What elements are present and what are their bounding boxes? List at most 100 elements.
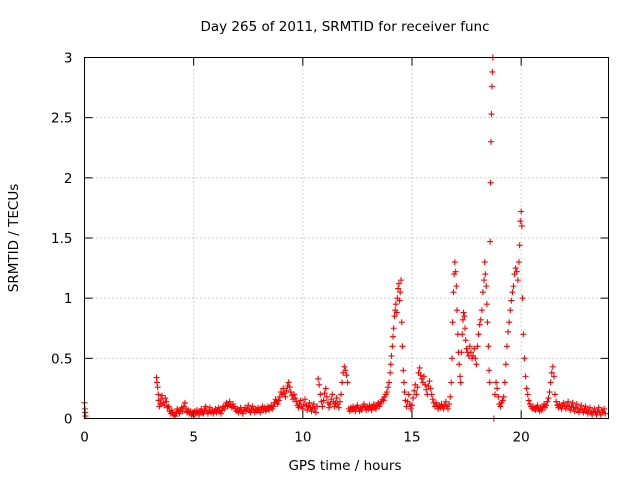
data-point [495, 393, 502, 400]
data-point [293, 398, 300, 405]
data-point [538, 407, 545, 414]
data-point [401, 389, 408, 396]
data-point [513, 268, 520, 275]
data-point [333, 395, 340, 402]
data-point [421, 373, 428, 380]
data-point [426, 378, 433, 385]
data-point [601, 405, 608, 412]
data-point [319, 403, 326, 410]
data-point [451, 259, 458, 266]
data-point [270, 403, 277, 410]
data-point [387, 369, 394, 376]
data-point [312, 409, 319, 416]
data-point [449, 319, 456, 326]
data-point [398, 277, 405, 284]
y-tick-label: 3 [64, 51, 73, 67]
data-point [392, 301, 399, 308]
data-point [368, 407, 375, 414]
data-point [407, 405, 414, 412]
y-tick-label: 0 [64, 412, 73, 428]
data-point [395, 285, 402, 292]
data-point [380, 397, 387, 404]
data-point [383, 389, 390, 396]
data-point [499, 397, 506, 404]
data-point [578, 402, 585, 409]
data-point [390, 333, 397, 340]
data-point [217, 410, 224, 417]
data-point [448, 379, 455, 386]
data-point [429, 396, 436, 403]
data-point [387, 361, 394, 368]
data-point [428, 391, 435, 398]
data-point [466, 343, 473, 350]
data-point [161, 402, 168, 409]
data-point [560, 399, 567, 406]
data-point [370, 401, 377, 408]
data-point [308, 408, 315, 415]
data-point [344, 379, 351, 386]
data-point [462, 325, 469, 332]
data-point [399, 343, 406, 350]
data-point [329, 391, 336, 398]
data-point [494, 385, 501, 392]
data-point [215, 404, 222, 411]
data-point [500, 393, 507, 400]
data-point [552, 391, 559, 398]
data-point [478, 307, 485, 314]
y-tick-label: 0.5 [51, 351, 72, 367]
data-point [534, 402, 541, 409]
data-point [154, 384, 161, 391]
data-point [159, 392, 166, 399]
data-point [546, 389, 553, 396]
data-point [257, 409, 264, 416]
data-point [314, 403, 321, 410]
data-point [338, 391, 345, 398]
data-point [571, 408, 578, 415]
data-point [567, 407, 574, 414]
data-point [445, 405, 452, 412]
data-point [479, 289, 486, 296]
data-points [81, 54, 609, 422]
data-point [501, 379, 508, 386]
data-point [157, 401, 164, 408]
data-point [458, 349, 465, 356]
data-point [514, 277, 521, 284]
data-point [360, 401, 367, 408]
data-point [447, 393, 454, 400]
data-point [414, 384, 421, 391]
data-point [405, 391, 412, 398]
data-point [163, 398, 170, 405]
data-point [544, 398, 551, 405]
data-point [285, 379, 292, 386]
data-point [391, 313, 398, 320]
data-point [442, 398, 449, 405]
data-point [286, 384, 293, 391]
data-point [573, 401, 580, 408]
data-point [397, 289, 404, 296]
x-tick-label: 15 [403, 430, 420, 446]
data-point [321, 390, 328, 397]
data-point [510, 283, 517, 290]
data-point [323, 393, 330, 400]
x-tick-label: 20 [513, 430, 530, 446]
data-point [400, 367, 407, 374]
data-point [481, 259, 488, 266]
data-point [586, 404, 593, 411]
data-point [519, 295, 526, 302]
data-point [410, 395, 417, 402]
data-point [549, 363, 556, 370]
data-point [317, 391, 324, 398]
data-point [483, 301, 490, 308]
data-point [316, 381, 323, 388]
data-point [553, 398, 560, 405]
data-point [320, 397, 327, 404]
data-point [497, 403, 504, 410]
data-point [476, 321, 483, 328]
data-point [245, 402, 252, 409]
data-point [461, 313, 468, 320]
data-point [275, 397, 282, 404]
y-tick-label: 2.5 [51, 111, 72, 127]
data-point [398, 319, 405, 326]
data-point [388, 352, 395, 359]
